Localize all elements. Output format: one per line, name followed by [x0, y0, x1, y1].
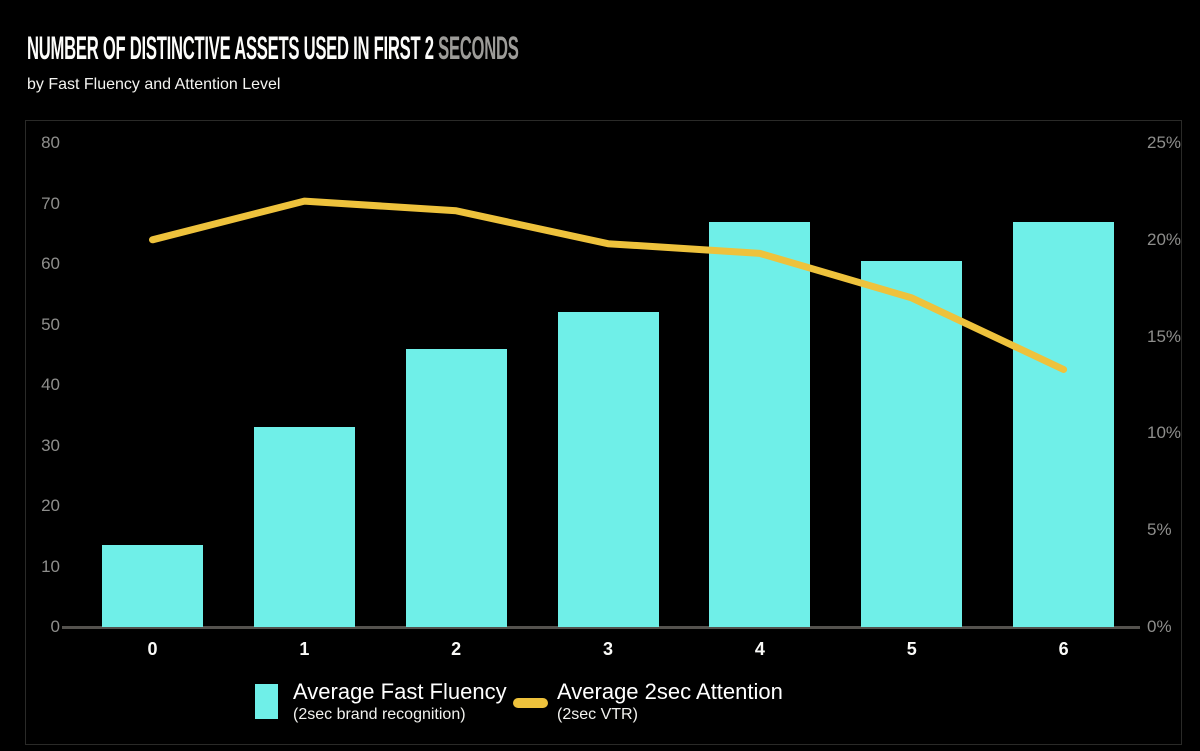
- legend-sublabel-fast-fluency: (2sec brand recognition): [293, 706, 466, 723]
- x-axis-tick: 3: [603, 639, 614, 659]
- x-axis-line: [62, 626, 1140, 629]
- bar-assets-5: [861, 260, 963, 627]
- x-axis-tick: 4: [754, 639, 765, 659]
- x-axis-tick: 2: [451, 639, 462, 659]
- x-axis-tick: 5: [906, 639, 917, 659]
- bar-assets-1: [253, 427, 355, 627]
- y-axis-left-tick: 60: [41, 254, 60, 273]
- page-title: NUMBER OF DISTINCTIVE ASSETS USED IN FIR…: [27, 32, 519, 64]
- y-axis-left-tick: 70: [41, 193, 60, 213]
- bar-assets-3: [557, 312, 659, 627]
- y-axis-left-tick: 50: [41, 314, 60, 334]
- x-axis-tick: 6: [1058, 639, 1069, 659]
- page-title-highlight: SECONDS: [438, 30, 519, 66]
- y-axis-left-tick: 80: [41, 133, 60, 152]
- bar-assets-4: [709, 221, 811, 627]
- y-axis-left-tick: 10: [41, 556, 60, 576]
- y-axis-left-tick: 40: [41, 375, 60, 394]
- x-axis-tick: 0: [147, 639, 158, 659]
- legend-label-attention: Average 2sec Attention: [557, 679, 783, 704]
- y-axis-right-tick: 15%: [1147, 326, 1182, 346]
- y-axis-right-tick: 25%: [1147, 133, 1182, 152]
- y-axis-right-tick: 20%: [1147, 229, 1182, 249]
- y-axis-left-tick: 0: [50, 617, 60, 636]
- legend-item-attention: Average 2sec Attention (2sec VTR): [513, 678, 783, 725]
- y-axis-left-tick: 30: [41, 435, 60, 455]
- y-axis-left-tick: 20: [41, 496, 60, 515]
- legend-sublabel-attention: (2sec VTR): [557, 706, 638, 723]
- bar-assets-2: [405, 348, 507, 627]
- page-subtitle: by Fast Fluency and Attention Level: [27, 76, 281, 93]
- page-title-main: NUMBER OF DISTINCTIVE ASSETS USED IN FIR…: [27, 30, 439, 66]
- x-axis-tick: 1: [299, 639, 310, 659]
- y-axis-right-tick: 5%: [1147, 520, 1172, 540]
- plot-area: 0 10 20 30 40 50 60 70 80 0% 5% 10% 15% 20% 25% 0 1 2 3 4 5 6: [26, 121, 1181, 744]
- bar-series-swatch: [255, 684, 278, 719]
- y-axis-right-tick: 0%: [1147, 617, 1172, 636]
- legend-item-fast-fluency: Average Fast Fluency (2sec brand recogni…: [255, 678, 507, 725]
- y-axis-right-tick: 10%: [1147, 423, 1182, 443]
- bar-assets-0: [102, 545, 203, 627]
- legend-label-fast-fluency: Average Fast Fluency: [293, 679, 507, 704]
- line-series-swatch: [513, 698, 548, 708]
- bar-assets-6: [1013, 221, 1115, 627]
- chart-panel: 0 10 20 30 40 50 60 70 80 0% 5% 10% 15% 20% 25% 0 1 2 3 4 5 6…: [25, 120, 1182, 745]
